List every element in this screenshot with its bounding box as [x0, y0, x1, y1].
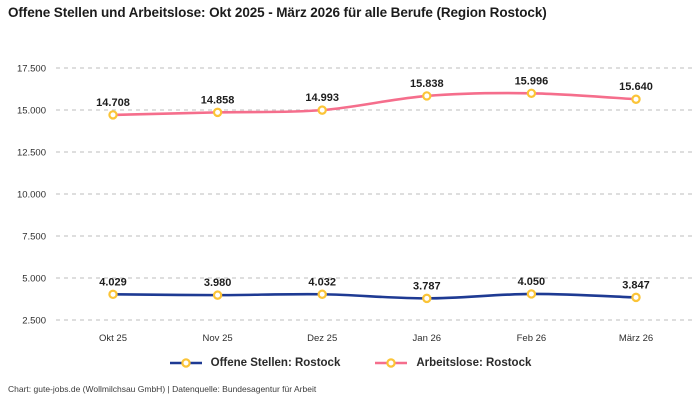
data-point-offene-stellen-rostock[interactable] [212, 290, 223, 300]
y-tick-label: 12.500 [17, 148, 46, 159]
attribution-text: Chart: gute-jobs.de (Wollmilchsau GmbH) … [8, 384, 317, 394]
legend-point [180, 358, 191, 368]
data-point-arbeitslose-rostock[interactable] [317, 105, 327, 115]
data-label: 15.996 [515, 75, 549, 87]
data-point-arbeitslose-rostock[interactable] [526, 88, 537, 98]
y-tick-label: 15.000 [17, 106, 46, 117]
data-point-arbeitslose-rostock[interactable] [108, 110, 118, 120]
x-tick-label: Okt 25 [99, 333, 127, 344]
data-label: 3.787 [413, 280, 441, 292]
data-label: 3.980 [204, 277, 232, 289]
data-label: 14.708 [96, 97, 130, 109]
data-label: 14.858 [201, 94, 235, 106]
y-tick-label: 7.500 [22, 232, 46, 243]
data-point-offene-stellen-rostock[interactable] [526, 289, 537, 299]
legend-marker-icon [169, 358, 202, 368]
y-tick-label: 2.500 [22, 316, 46, 327]
x-tick-label: März 26 [619, 333, 653, 344]
data-point-arbeitslose-rostock[interactable] [212, 107, 223, 118]
x-tick-label: Dez 25 [307, 333, 337, 344]
x-tick-label: Nov 25 [203, 333, 233, 344]
y-tick-label: 5.000 [22, 274, 46, 285]
data-point-offene-stellen-rostock[interactable] [631, 292, 641, 303]
data-label: 4.032 [308, 276, 336, 288]
x-tick-label: Feb 26 [517, 333, 547, 344]
data-point-arbeitslose-rostock[interactable] [422, 91, 432, 101]
y-tick-label: 10.000 [17, 190, 46, 201]
legend-point [386, 358, 397, 368]
x-tick-label: Jan 26 [413, 333, 442, 344]
data-label: 15.838 [410, 78, 444, 90]
plot-area: 2.500 5.000 7.500 10.000 12.500 15.000 17.500 O… [17, 64, 692, 344]
y-tick-label: 17.500 [17, 64, 46, 75]
series-line-arbeitslose-rostock [111, 91, 638, 117]
series-line-offene-stellen-rostock [111, 292, 638, 300]
chart-title: Offene Stellen und Arbeitslose: Okt 2025… [8, 5, 547, 20]
legend-label: Offene Stellen: Rostock [210, 357, 341, 369]
data-label: 14.993 [305, 92, 339, 104]
legend-item-offene-stellen-rostock[interactable]: Offene Stellen: Rostock [169, 357, 341, 369]
legend-label: Arbeitslose: Rostock [416, 357, 532, 369]
legend-item-arbeitslose-rostock[interactable]: Arbeitslose: Rostock [374, 357, 531, 369]
legend-marker-icon [375, 358, 408, 368]
data-label: 4.029 [99, 276, 127, 288]
data-point-offene-stellen-rostock[interactable] [108, 289, 118, 300]
chart-legend: Offene Stellen: Rostock Arbeitslose: Rost… [0, 357, 700, 369]
data-point-arbeitslose-rostock[interactable] [631, 94, 641, 104]
data-point-offene-stellen-rostock[interactable] [422, 293, 432, 304]
data-point-offene-stellen-rostock[interactable] [317, 289, 327, 299]
data-label: 15.640 [619, 81, 653, 93]
data-label: 4.050 [518, 276, 546, 288]
data-label: 3.847 [622, 279, 650, 291]
